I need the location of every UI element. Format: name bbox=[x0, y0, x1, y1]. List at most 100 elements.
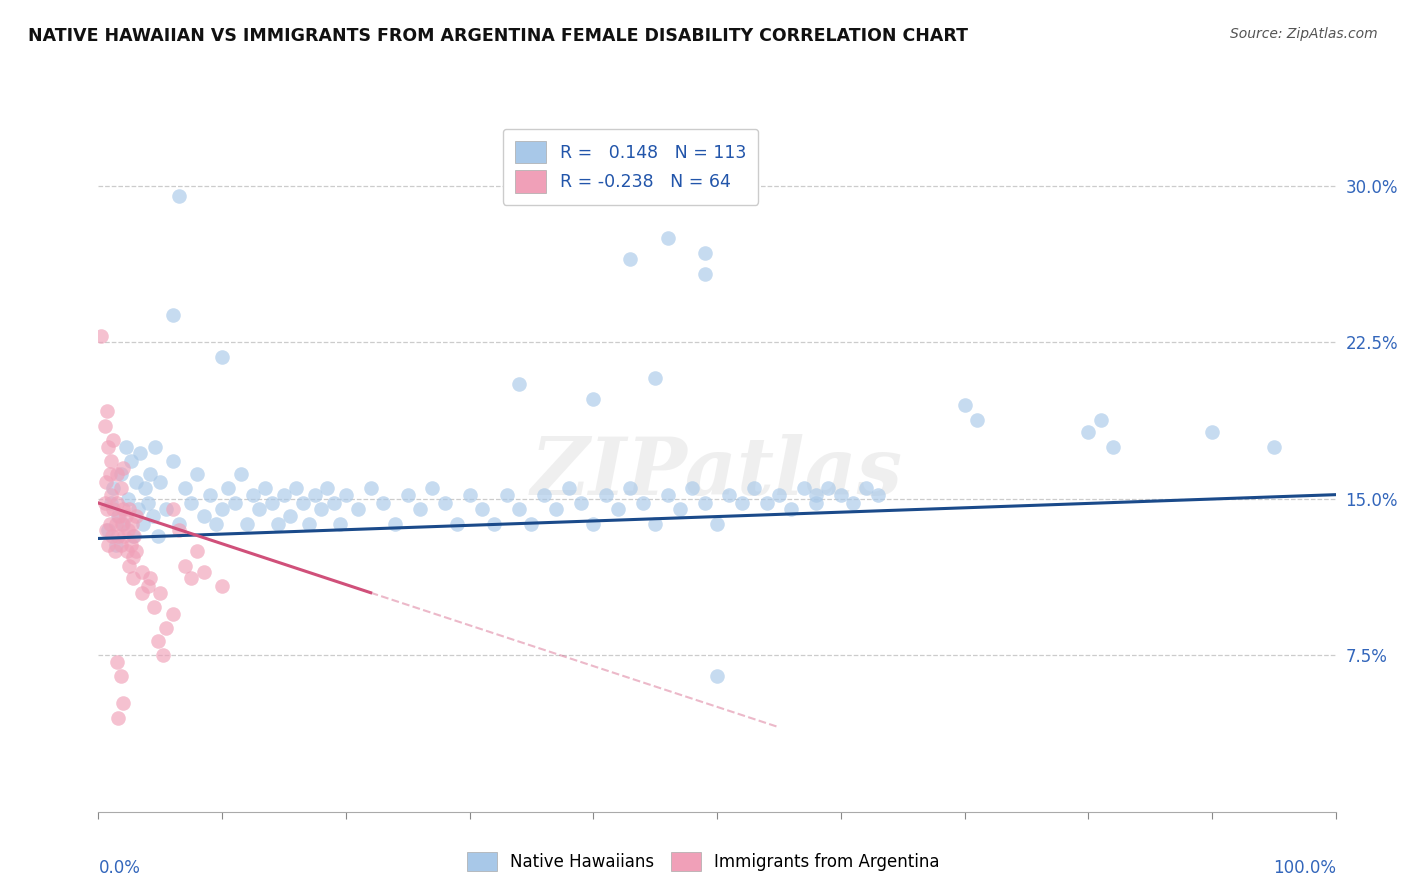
Point bbox=[433, 496, 456, 510]
Point bbox=[193, 508, 215, 523]
Point bbox=[217, 482, 239, 496]
Point bbox=[1102, 440, 1125, 454]
Point bbox=[273, 488, 295, 502]
Point bbox=[131, 565, 153, 579]
Point bbox=[117, 491, 139, 506]
Y-axis label: Female Disability: Female Disability bbox=[0, 401, 8, 544]
Point bbox=[146, 633, 169, 648]
Point bbox=[103, 434, 125, 448]
Point bbox=[285, 482, 308, 496]
Point bbox=[817, 482, 839, 496]
Point bbox=[396, 488, 419, 502]
Point bbox=[180, 496, 202, 510]
Point bbox=[146, 529, 169, 543]
Point bbox=[94, 523, 117, 537]
Point bbox=[162, 308, 184, 322]
Point bbox=[100, 454, 122, 468]
Point bbox=[152, 648, 174, 663]
Point bbox=[278, 508, 301, 523]
Point bbox=[657, 231, 679, 245]
Point bbox=[508, 502, 530, 516]
Point bbox=[124, 544, 146, 558]
Point bbox=[114, 508, 136, 523]
Point bbox=[117, 523, 139, 537]
Point bbox=[657, 488, 679, 502]
Point bbox=[569, 496, 592, 510]
Point bbox=[267, 516, 290, 531]
Point bbox=[100, 488, 122, 502]
Point bbox=[110, 669, 132, 683]
Point bbox=[458, 488, 481, 502]
Point bbox=[105, 496, 128, 510]
Point bbox=[669, 502, 692, 516]
Point bbox=[520, 516, 543, 531]
Point bbox=[706, 669, 728, 683]
Point bbox=[112, 502, 135, 516]
Point bbox=[780, 502, 803, 516]
Point bbox=[508, 377, 530, 392]
Point bbox=[693, 245, 716, 260]
Point bbox=[162, 607, 184, 621]
Point bbox=[96, 404, 118, 418]
Point bbox=[322, 496, 344, 510]
Point bbox=[533, 488, 555, 502]
Point bbox=[619, 252, 641, 266]
Point bbox=[1263, 440, 1285, 454]
Point bbox=[101, 529, 124, 543]
Point bbox=[329, 516, 352, 531]
Point bbox=[129, 446, 152, 460]
Text: Source: ZipAtlas.com: Source: ZipAtlas.com bbox=[1230, 27, 1378, 41]
Point bbox=[718, 488, 741, 502]
Point bbox=[742, 482, 765, 496]
Point bbox=[110, 538, 132, 552]
Point bbox=[139, 571, 162, 585]
Point bbox=[254, 482, 277, 496]
Point bbox=[122, 571, 145, 585]
Point bbox=[143, 440, 166, 454]
Point bbox=[186, 544, 208, 558]
Point bbox=[1077, 425, 1099, 439]
Point bbox=[693, 267, 716, 281]
Point bbox=[731, 496, 754, 510]
Point bbox=[830, 488, 852, 502]
Point bbox=[98, 516, 121, 531]
Point bbox=[409, 502, 432, 516]
Point bbox=[242, 488, 264, 502]
Point bbox=[1090, 412, 1112, 426]
Point bbox=[186, 467, 208, 481]
Point bbox=[124, 508, 146, 523]
Point bbox=[371, 496, 394, 510]
Point bbox=[104, 516, 127, 531]
Point bbox=[142, 508, 165, 523]
Point bbox=[105, 467, 128, 481]
Point bbox=[298, 516, 321, 531]
Point bbox=[107, 508, 129, 523]
Point bbox=[193, 565, 215, 579]
Point bbox=[768, 488, 790, 502]
Point bbox=[291, 496, 314, 510]
Point bbox=[619, 482, 641, 496]
Point bbox=[495, 488, 517, 502]
Point bbox=[167, 523, 190, 537]
Point bbox=[96, 502, 118, 516]
Legend: Native Hawaiians, Immigrants from Argentina: Native Hawaiians, Immigrants from Argent… bbox=[458, 843, 948, 880]
Point bbox=[484, 516, 506, 531]
Point bbox=[94, 475, 117, 490]
Point bbox=[866, 488, 889, 502]
Point bbox=[112, 696, 135, 710]
Point bbox=[100, 496, 122, 510]
Point bbox=[205, 516, 228, 531]
Point bbox=[118, 502, 141, 516]
Point bbox=[211, 502, 233, 516]
Point bbox=[607, 502, 630, 516]
Point bbox=[124, 475, 146, 490]
Point bbox=[136, 496, 159, 510]
Point bbox=[360, 482, 382, 496]
Text: ZIPatlas: ZIPatlas bbox=[531, 434, 903, 511]
Point bbox=[120, 538, 142, 552]
Text: NATIVE HAWAIIAN VS IMMIGRANTS FROM ARGENTINA FEMALE DISABILITY CORRELATION CHART: NATIVE HAWAIIAN VS IMMIGRANTS FROM ARGEN… bbox=[28, 27, 969, 45]
Point bbox=[143, 600, 166, 615]
Point bbox=[855, 482, 877, 496]
Point bbox=[105, 655, 128, 669]
Point bbox=[111, 516, 134, 531]
